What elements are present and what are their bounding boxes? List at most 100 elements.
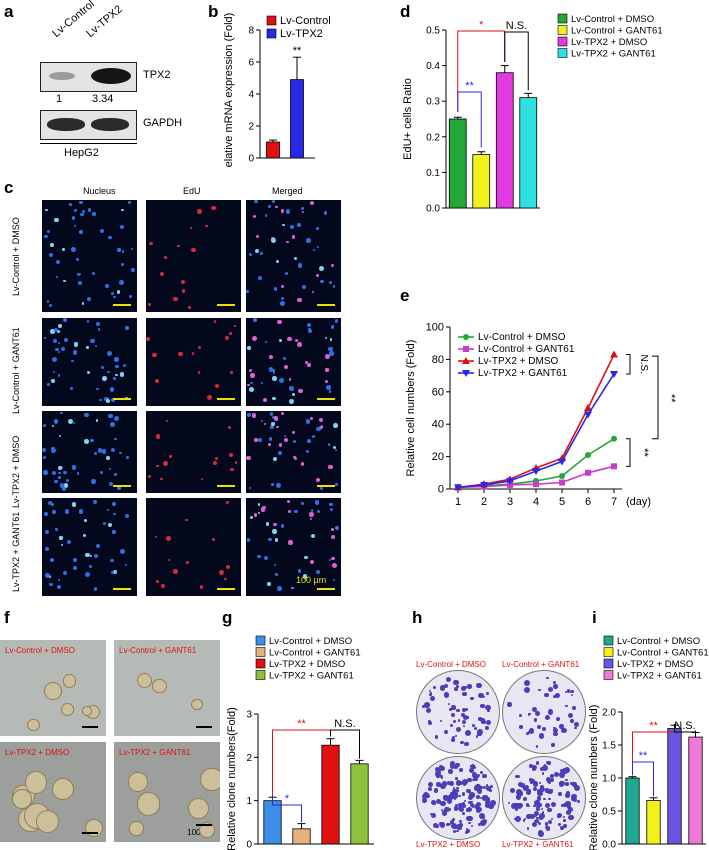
dish-colony — [462, 724, 466, 727]
cell-dot — [109, 387, 114, 392]
cell-dot — [125, 514, 129, 519]
dish-colony — [448, 793, 455, 800]
dish-colony — [547, 819, 552, 824]
cell-dot — [110, 571, 114, 575]
dish-colony — [466, 684, 472, 689]
dish-colony — [571, 693, 574, 696]
bracket-red-label: ** — [297, 718, 306, 730]
cell-dot — [119, 279, 125, 285]
cell-dot — [123, 363, 127, 368]
microscopy-image — [42, 318, 137, 406]
tpx2-band-control — [49, 72, 75, 80]
cell-dot — [56, 259, 61, 264]
cell-dot — [81, 302, 85, 305]
dish-colony — [485, 784, 489, 787]
cell-dot — [115, 364, 119, 369]
cell-dot — [108, 481, 113, 487]
cell-dot — [274, 287, 278, 291]
cell-dot — [334, 448, 338, 452]
photo-control-gant61: Lv-Control + GANT61 — [114, 640, 220, 736]
dish-colony — [557, 822, 561, 826]
scale-bar — [196, 726, 212, 728]
dish-colony — [443, 684, 449, 689]
bar — [350, 763, 369, 845]
cell-dot — [114, 416, 119, 421]
cell-dot — [301, 210, 304, 213]
cell-dot — [191, 352, 195, 355]
cell-dot — [294, 509, 298, 514]
cell-dot — [130, 247, 134, 251]
column-label-merged: Merged — [272, 186, 303, 196]
microscopy-image — [246, 200, 341, 312]
dish-colony — [489, 800, 496, 806]
cell-dot — [331, 263, 335, 267]
dish-colony — [448, 707, 452, 711]
bar — [688, 736, 703, 845]
dish-colony — [518, 724, 523, 729]
cell-dot — [260, 251, 264, 256]
cell-dot — [169, 455, 172, 458]
cell-dot — [83, 412, 89, 418]
dish-colony — [470, 696, 474, 701]
cell-dot — [97, 447, 103, 453]
dish-colony — [461, 686, 467, 692]
cell-dot — [328, 347, 333, 352]
cell-dot — [45, 546, 49, 551]
dish-tpx2-gant61 — [502, 756, 586, 840]
bar — [448, 118, 467, 209]
cell-dot — [44, 234, 48, 239]
dish-colony — [551, 802, 557, 808]
cell-dot — [51, 448, 57, 454]
dish-colony — [488, 804, 494, 810]
dish-colony — [485, 797, 491, 802]
dish-colony — [476, 682, 482, 689]
cell-dot — [262, 505, 266, 510]
y-tick-label: 0 — [438, 484, 444, 496]
cell-dot — [255, 248, 260, 253]
cell-dot — [213, 461, 218, 466]
y-tick-label: 80 — [432, 354, 444, 366]
colony — [36, 810, 60, 834]
dish-colony — [470, 763, 476, 768]
dish-colony — [457, 826, 462, 831]
chart-e: 0 20 40 60 80 100 1 2 3 4 5 6 7 (day) Relative cell nu… — [405, 322, 677, 509]
dish-colony — [541, 811, 545, 814]
bracket-ns-label: N.S. — [506, 20, 527, 32]
data-point — [533, 481, 539, 488]
legend-label: Lv-Control — [280, 15, 331, 27]
cell-dot — [266, 581, 272, 586]
dish-colony — [483, 795, 489, 800]
scale-bar — [217, 304, 235, 306]
x-axis-label: (day) — [626, 496, 651, 508]
dish-colony — [565, 801, 571, 807]
cell-dot — [152, 352, 157, 358]
y-tick-label: 40 — [432, 419, 444, 431]
cell-dot — [76, 472, 79, 475]
dish-colony — [542, 764, 549, 771]
tpx2-band-tpx2 — [91, 68, 131, 84]
cell-dot — [301, 206, 305, 210]
cell-dot — [99, 228, 104, 233]
dish-colony — [577, 799, 581, 803]
dish-colony — [456, 787, 459, 790]
y-tick-label: 0.0 — [602, 840, 616, 850]
cell-dot — [99, 399, 102, 402]
cell-dot — [94, 587, 98, 591]
dish-colony — [480, 717, 485, 722]
cell-dot — [65, 478, 70, 483]
dish-colony — [531, 821, 537, 827]
cell-line-label: HepG2 — [64, 147, 99, 159]
cell-dot — [308, 327, 311, 331]
dish-colony — [463, 799, 467, 803]
bar — [263, 800, 282, 845]
dish-colony — [513, 802, 519, 808]
dish-colony — [453, 824, 458, 829]
dish-colony — [560, 780, 566, 786]
cell-dot — [95, 321, 100, 326]
data-point — [532, 468, 540, 476]
cell-dot — [110, 558, 114, 563]
dish-colony — [529, 813, 535, 819]
cell-dot — [54, 217, 59, 222]
dish-colony — [436, 799, 442, 805]
dish-colony — [553, 731, 558, 737]
